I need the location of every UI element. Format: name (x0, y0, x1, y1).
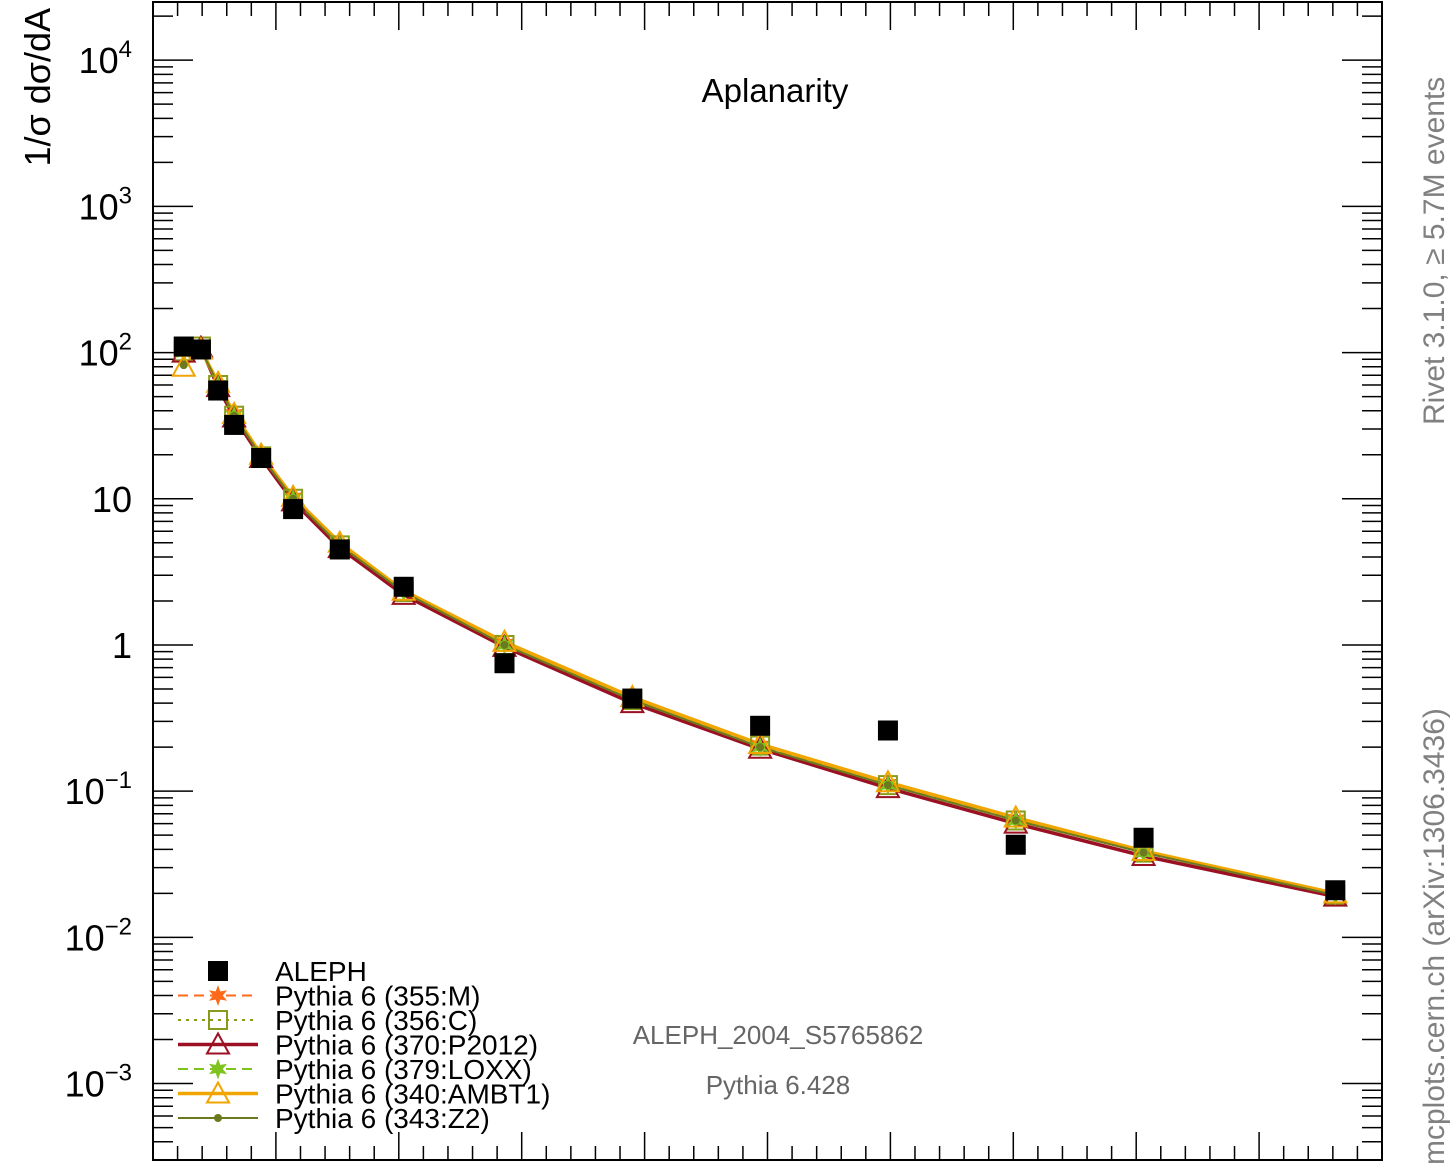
series-marker (208, 985, 228, 1006)
legend-label: ALEPH (275, 956, 367, 987)
mcplots-source-note: mcplots.cern.ch (arXiv:1306.3436) (1418, 708, 1451, 1165)
data-point (1325, 880, 1346, 901)
series-line (183, 345, 1336, 896)
y-tick-label: 1 (112, 625, 132, 666)
data-point (1005, 834, 1026, 855)
data-point (190, 339, 211, 360)
data-points (173, 336, 1346, 901)
series-marker (1130, 837, 1157, 861)
data-point (283, 499, 304, 520)
y-tick-label: 102 (79, 329, 132, 374)
y-tick-label: 103 (79, 182, 132, 227)
data-point (173, 336, 194, 357)
data-point (224, 414, 245, 435)
series-marker (208, 1010, 228, 1030)
y-tick-label: 10−3 (65, 1060, 132, 1105)
y-tick-label: 10−1 (65, 767, 132, 812)
series-marker (179, 361, 188, 370)
series-marker (1003, 804, 1029, 828)
analysis-annotation: ALEPH_2004_S5765862 (633, 1020, 924, 1050)
series-marker (208, 1058, 228, 1080)
data-point (251, 448, 272, 469)
chart-title: Aplanarity (702, 72, 849, 109)
data-point (208, 380, 229, 401)
series-marker (747, 730, 773, 755)
y-tick-labels: 10−3 10−2 10−1 1 10 102 103 104 (65, 36, 132, 1104)
series-lines (182, 344, 1336, 899)
legend-label: Pythia 6 (370:P2012) (275, 1030, 538, 1061)
data-point (329, 539, 350, 560)
series-marker (500, 640, 509, 649)
data-point (750, 715, 771, 736)
series-marker (875, 769, 901, 793)
series-marker (205, 1080, 231, 1104)
series-marker (214, 1114, 222, 1122)
data-point (622, 688, 643, 709)
series-marker (1011, 816, 1020, 825)
data-point (393, 576, 414, 597)
data-point (1133, 827, 1154, 848)
legend-label: Pythia 6 (340:AMBT1) (275, 1079, 550, 1110)
series-line (183, 345, 1336, 896)
series-line (182, 346, 1336, 896)
rivet-version-note: Rivet 3.1.0, ≥ 5.7M events (1418, 76, 1451, 425)
legend-label: Pythia 6 (343:Z2) (275, 1103, 490, 1134)
legend-label: Pythia 6 (379:LOXX) (275, 1054, 532, 1085)
axis-ticks (152, 2, 1383, 1161)
series-marker (171, 353, 197, 377)
series-line (183, 344, 1336, 896)
series-marker (747, 735, 773, 759)
series-line (183, 347, 1336, 896)
generator-annotation: Pythia 6.428 (706, 1070, 851, 1100)
legend-marker (208, 961, 228, 981)
legend-label: Pythia 6 (356:C) (275, 1005, 477, 1036)
series-marker (205, 1031, 231, 1055)
series-marker (1139, 848, 1148, 857)
y-tick-label: 10 (92, 479, 132, 520)
data-point (494, 653, 515, 674)
series-marker (756, 743, 765, 752)
y-axis-label: 1/σ dσ/dA (17, 8, 58, 167)
data-point (877, 720, 898, 741)
y-tick-label: 10−2 (65, 913, 132, 958)
series-marker (883, 781, 892, 790)
y-tick-label: 104 (79, 36, 132, 81)
series-markers (171, 334, 1348, 907)
series-marker (491, 628, 518, 652)
legend-label: Pythia 6 (355:M) (275, 981, 480, 1012)
series-line (183, 345, 1336, 899)
